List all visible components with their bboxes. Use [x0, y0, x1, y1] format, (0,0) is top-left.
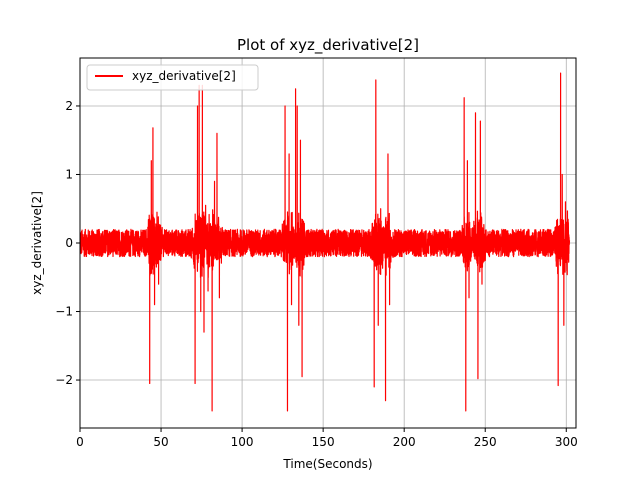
plot-data-area: [80, 72, 571, 412]
x-axis-ticks: 0 50 100 150 200 250 300: [76, 428, 578, 449]
chart-title: Plot of xyz_derivative[2]: [237, 36, 419, 55]
y-tick-label: 0: [65, 236, 73, 250]
x-tick-label: 50: [153, 435, 168, 449]
x-tick-label: 200: [393, 435, 416, 449]
y-axis-ticks: −2 −1 0 1 2: [55, 99, 80, 387]
series-line-0: [80, 72, 571, 412]
x-axis-label: Time(Seconds): [282, 457, 372, 471]
legend: xyz_derivative[2]: [86, 64, 259, 91]
x-tick-label: 300: [555, 435, 578, 449]
legend-box: [86, 64, 259, 91]
y-tick-label: −2: [55, 373, 73, 387]
x-tick-label: 0: [76, 435, 84, 449]
x-tick-label: 100: [231, 435, 254, 449]
x-tick-label: 250: [474, 435, 497, 449]
y-tick-label: −1: [55, 305, 73, 319]
y-axis-label: xyz_derivative[2]: [30, 191, 44, 295]
x-tick-label: 150: [312, 435, 335, 449]
legend-entry-xyz-derivative-2: xyz_derivative[2]: [132, 69, 236, 83]
y-tick-label: 2: [65, 99, 73, 113]
y-tick-label: 1: [65, 167, 73, 181]
